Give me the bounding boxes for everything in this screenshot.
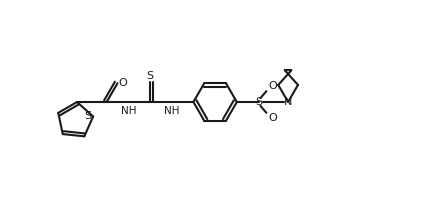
Text: S: S bbox=[255, 97, 262, 107]
Text: S: S bbox=[146, 71, 154, 81]
Text: NH: NH bbox=[121, 106, 136, 116]
Text: O: O bbox=[118, 78, 127, 88]
Text: O: O bbox=[268, 81, 277, 91]
Text: O: O bbox=[268, 113, 277, 123]
Text: N: N bbox=[284, 97, 292, 107]
Text: S: S bbox=[85, 111, 92, 121]
Text: NH: NH bbox=[164, 106, 180, 116]
